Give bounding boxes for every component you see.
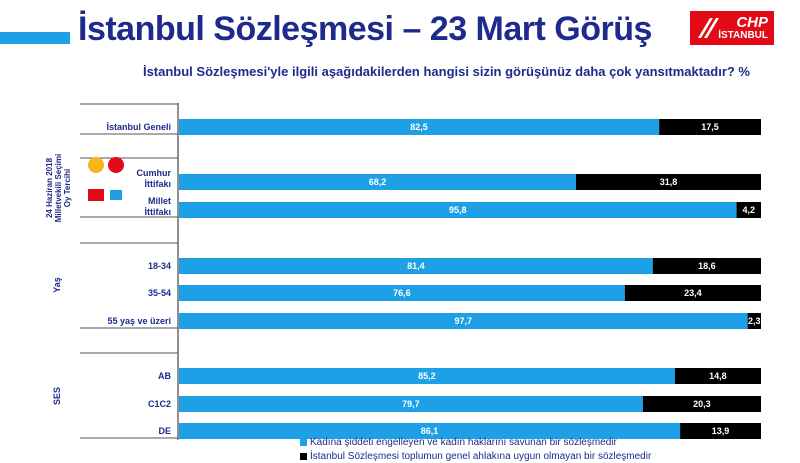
data-label-series1-4: 76,6 (393, 288, 411, 298)
logo-text: CHP (736, 13, 768, 31)
chart-question: İstanbul Sözleşmesi'yle ilgili aşağıdaki… (142, 64, 750, 79)
data-label-series1-7: 79,7 (402, 399, 420, 409)
category-label-6: AB (158, 371, 171, 381)
category-label-5: 55 yaş ve üzeri (107, 316, 171, 326)
data-label-series1-3: 81,4 (407, 261, 425, 271)
group-label-2: Yaş (52, 277, 62, 293)
category-label-8: DE (158, 426, 171, 436)
bar-series2-3 (652, 258, 761, 274)
legend-label-2: İstanbul Sözleşmesi toplumun genel ahlak… (310, 451, 652, 462)
category-label-3: 18-34 (148, 261, 171, 271)
data-label-series2-5: 2,3 (748, 316, 761, 326)
data-label-series2-4: 23,4 (684, 288, 702, 298)
page-title: İstanbul Sözleşmesi – 23 Mart Görüş (78, 10, 652, 48)
legend-label-1: Kadına şiddeti engelleyen ve kadın hakla… (310, 437, 617, 448)
category-label-4: 35-54 (148, 288, 171, 298)
bar-series1-3 (179, 258, 653, 274)
title-accent-bar (0, 32, 70, 44)
data-label-series1-1: 68,2 (369, 177, 387, 187)
bar-series2-1 (575, 174, 761, 190)
bar-series2-5 (747, 313, 761, 329)
data-label-series2-2: 4,2 (743, 205, 756, 215)
chp-istanbul-logo: CHP İSTANBUL (690, 11, 774, 45)
bar-series2-0 (659, 119, 761, 135)
bar-series2-7 (642, 396, 761, 412)
data-label-series1-0: 82,5 (410, 122, 428, 132)
category-label-7: C1C2 (148, 399, 171, 409)
category-label-1: Cumhur İttifakı (137, 168, 172, 189)
data-label-series2-0: 17,5 (701, 122, 719, 132)
legend-swatch-2 (300, 452, 307, 460)
legend-item-1: Kadına şiddeti engelleyen ve kadın hakla… (300, 437, 617, 448)
data-label-series2-1: 31,8 (660, 177, 678, 187)
bar-series1-6 (179, 368, 675, 384)
legend-swatch-1 (300, 438, 307, 446)
category-label-0: İstanbul Geneli (106, 122, 171, 132)
data-label-series2-6: 14,8 (709, 371, 727, 381)
bar-series2-6 (674, 368, 761, 384)
bar-series2-4 (624, 285, 761, 301)
bar-series2-2 (736, 202, 761, 218)
bar-series2-8 (680, 423, 761, 439)
data-label-series1-8: 86,1 (421, 426, 439, 436)
category-label-2: Millet İttifakı (144, 196, 171, 217)
data-label-series1-6: 85,2 (418, 371, 436, 381)
iyi-logo-icon (110, 190, 122, 200)
bar-series1-1 (179, 174, 576, 190)
data-label-series1-2: 95,8 (449, 205, 467, 215)
logo-subtext: İSTANBUL (718, 29, 768, 41)
bar-series1-4 (179, 285, 625, 301)
legend-item-2: İstanbul Sözleşmesi toplumun genel ahlak… (300, 451, 651, 462)
data-label-series2-7: 20,3 (693, 399, 711, 409)
mhp-logo-icon (108, 157, 124, 173)
bar-series1-7 (179, 396, 643, 412)
data-label-series2-8: 13,9 (712, 426, 730, 436)
group-label-1: 24 Haziran 2018Milletvekili SeçimiOy Ter… (45, 154, 72, 222)
bar-series1-8 (179, 423, 681, 439)
group-label-3: SES (52, 387, 62, 405)
bar-series1-5 (179, 313, 748, 329)
akp-logo-icon (88, 157, 104, 173)
bar-series1-2 (179, 202, 737, 218)
data-label-series2-3: 18,6 (698, 261, 716, 271)
data-label-series1-5: 97,7 (455, 316, 473, 326)
chp-logo-icon (88, 189, 104, 201)
bar-series1-0 (179, 119, 660, 135)
logo-arrows-icon (698, 18, 719, 38)
